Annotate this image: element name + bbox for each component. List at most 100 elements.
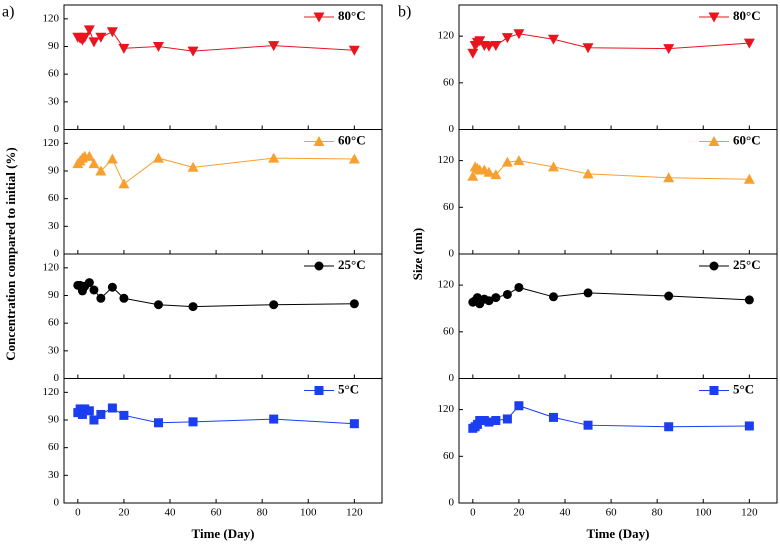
marker [349,299,359,309]
plot-frame [63,4,383,130]
marker [491,293,501,303]
x-tick-label: 40 [560,507,572,519]
legend-label: 25°C [733,257,761,272]
x-tick-label: 0 [470,507,476,519]
marker [484,417,494,427]
legend-marker [708,12,720,23]
marker [187,46,199,57]
marker [484,296,494,306]
plot-frame [458,129,778,255]
x-tick-label: 120 [741,507,758,519]
marker [475,416,485,426]
series-line [472,405,750,429]
marker [547,34,559,45]
marker [491,416,501,426]
y-tick-label: 30 [48,344,60,356]
x-axis-label: Time (Day) [192,526,255,541]
y-tick-label: 120 [438,154,455,166]
y-tick-label: 120 [43,261,60,273]
marker [467,48,479,59]
marker [106,27,118,38]
y-tick-label: 60 [443,325,455,337]
marker [88,158,100,169]
marker [106,153,118,164]
marker [548,292,558,302]
marker [89,415,99,425]
marker [118,178,130,189]
x-tick-label: 60 [211,507,223,519]
legend-marker [313,136,325,146]
marker [187,161,199,172]
marker [269,300,279,310]
marker [502,289,512,299]
marker [743,38,755,49]
y-tick-label: 30 [48,220,60,232]
marker [153,300,163,310]
marker [744,421,754,431]
marker [513,155,525,166]
y-tick-label: 30 [48,95,60,107]
legend-marker [313,12,325,23]
marker [490,40,502,51]
series-line [77,155,355,185]
marker [83,25,95,36]
marker [548,412,558,422]
plot-frame [63,378,383,504]
marker [107,403,117,413]
marker [268,41,280,52]
x-tick-label: 20 [513,507,525,519]
plot-frame [458,4,778,130]
marker [349,419,359,429]
x-tick-label: 80 [257,507,269,519]
plot-frame [63,253,383,379]
legend-marker [314,386,324,395]
y-tick-label: 0 [449,123,455,135]
marker [83,150,95,161]
y-tick-label: 0 [449,248,455,260]
panel-label: b) [398,4,411,21]
y-tick-label: 0 [54,248,60,260]
marker [153,418,163,428]
legend-marker [708,136,720,146]
y-tick-label: 60 [443,76,455,88]
marker [514,401,524,411]
x-tick-label: 0 [75,507,81,519]
marker [107,282,117,292]
marker [547,161,559,172]
y-tick-label: 90 [48,414,60,426]
x-tick-label: 60 [606,507,618,519]
y-tick-label: 120 [438,30,455,42]
marker [119,410,129,420]
marker [79,32,91,43]
marker [96,293,106,303]
marker [119,293,129,303]
y-tick-label: 0 [54,497,60,509]
legend-marker [314,261,324,271]
marker [348,45,360,56]
marker [743,173,755,184]
y-tick-label: 60 [443,201,455,213]
y-tick-label: 120 [43,12,60,24]
marker [269,414,279,424]
series-line [472,286,750,305]
y-tick-label: 120 [438,279,455,291]
y-tick-label: 60 [443,450,455,462]
series-line [77,407,355,425]
marker [152,152,164,163]
x-tick-label: 40 [165,507,177,519]
plot-frame [458,378,778,504]
marker [84,406,94,416]
marker [583,288,593,298]
y-tick-label: 30 [48,469,60,481]
y-tick-label: 60 [48,317,60,329]
marker [467,170,479,181]
marker [96,409,106,419]
legend-label: 80°C [733,8,761,23]
legend-marker [709,261,719,271]
marker [95,32,107,43]
marker [188,302,198,312]
y-tick-label: 60 [48,441,60,453]
marker [118,43,130,54]
marker [514,282,524,292]
